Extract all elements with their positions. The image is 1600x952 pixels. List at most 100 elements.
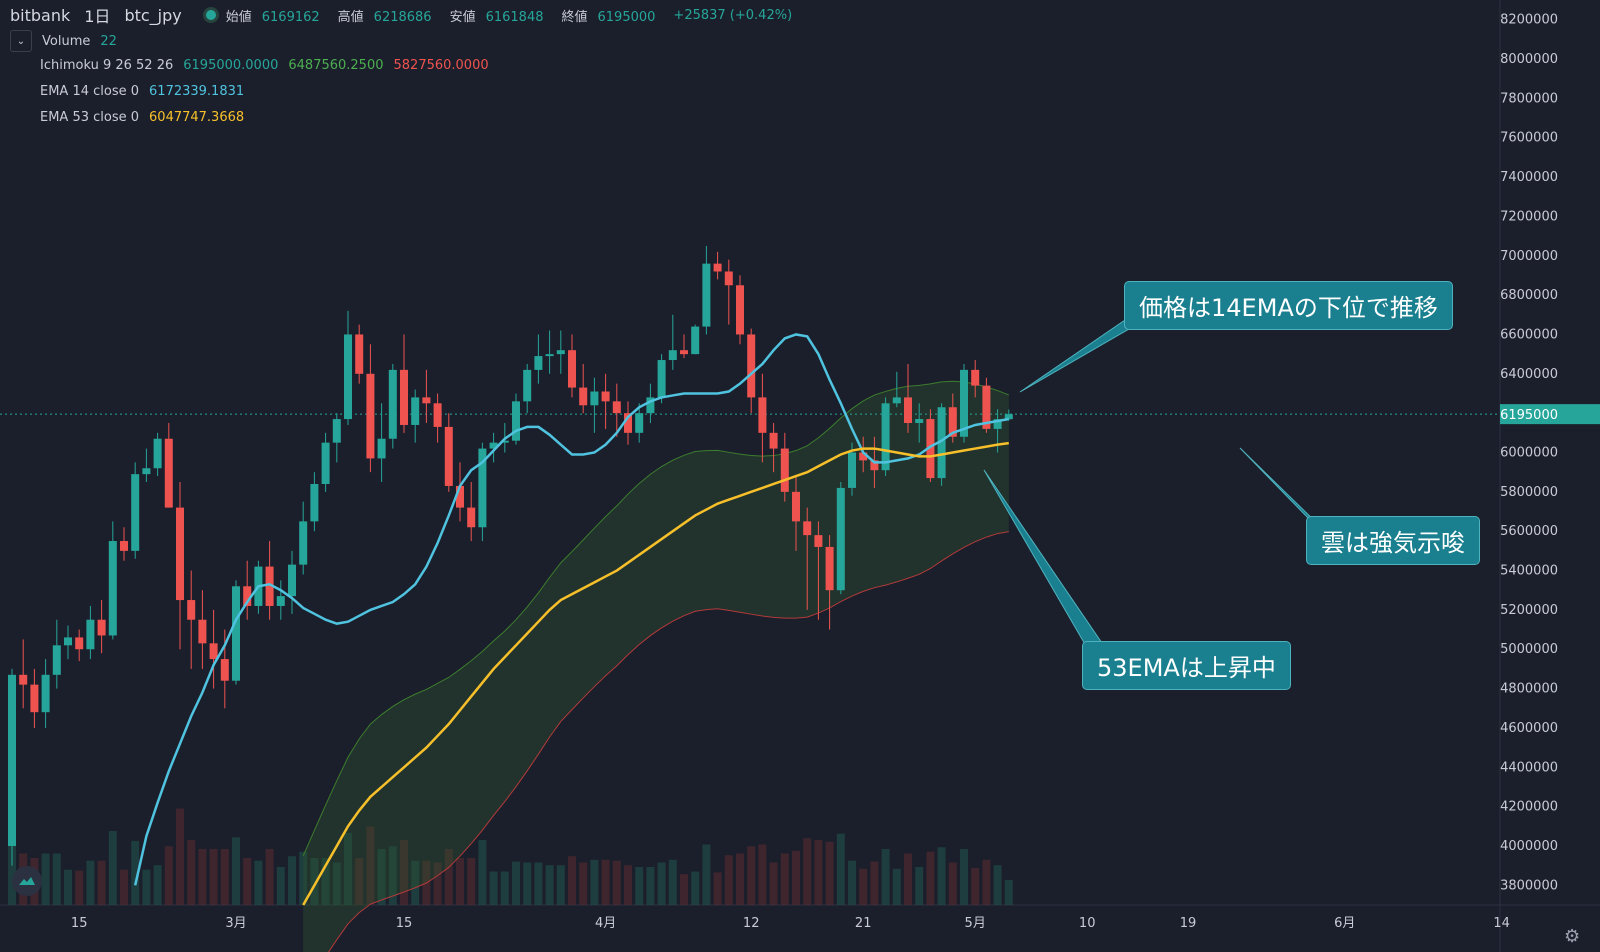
candle-down bbox=[713, 263, 722, 272]
candle-up bbox=[131, 474, 140, 551]
y-tick-label: 8000000 bbox=[1500, 52, 1558, 67]
volume-bar bbox=[836, 833, 845, 905]
volume-bar bbox=[1004, 879, 1013, 905]
x-tick-label: 21 bbox=[855, 916, 872, 931]
ema53-value: 6047747.3668 bbox=[149, 110, 245, 125]
ema53-line bbox=[302, 441, 1009, 906]
volume-bar bbox=[97, 860, 106, 905]
candle-up bbox=[523, 369, 532, 402]
volume-bar bbox=[299, 851, 308, 905]
last-price-label: 6195000 bbox=[1500, 408, 1558, 423]
y-tick-label: 4600000 bbox=[1500, 721, 1558, 736]
candle-down bbox=[982, 385, 991, 429]
candle-up bbox=[668, 350, 677, 361]
y-tick-label: 7600000 bbox=[1500, 131, 1558, 146]
ohlc-open: 始値 6169162 bbox=[225, 9, 320, 25]
candle-down bbox=[97, 619, 106, 636]
tradingview-logo-icon[interactable] bbox=[12, 866, 42, 896]
candle-up bbox=[657, 360, 666, 398]
candle-down bbox=[792, 491, 800, 522]
volume-bar bbox=[825, 841, 834, 905]
volume-bar bbox=[736, 853, 744, 905]
candle-up bbox=[534, 356, 543, 370]
candle-down bbox=[814, 535, 823, 547]
volume-bar bbox=[713, 872, 722, 905]
candle-down bbox=[164, 438, 173, 508]
volume-bar bbox=[993, 865, 1002, 905]
candle-up bbox=[276, 596, 285, 606]
ichimoku-cloud bbox=[303, 381, 1009, 952]
volume-bar bbox=[915, 867, 924, 905]
ichimoku-legend[interactable]: Ichimoku 9 26 52 26 6195000.0000 6487560… bbox=[40, 58, 499, 73]
ema53-legend[interactable]: EMA 53 close 0 6047747.3668 bbox=[40, 110, 254, 125]
volume-legend[interactable]: ⌄ Volume 22 bbox=[10, 30, 127, 52]
volume-bar bbox=[926, 851, 935, 905]
volume-bar bbox=[635, 867, 644, 905]
exchange-name[interactable]: bitbank bbox=[10, 5, 71, 25]
volume-bar bbox=[848, 860, 856, 905]
interval-label[interactable]: 1日 bbox=[84, 7, 111, 26]
volume-bar bbox=[187, 840, 196, 905]
volume-bar bbox=[803, 838, 812, 905]
volume-bar bbox=[556, 865, 565, 905]
ema14-legend[interactable]: EMA 14 close 0 6172339.1831 bbox=[40, 84, 254, 99]
volume-bar bbox=[579, 862, 588, 905]
candle-up bbox=[881, 403, 890, 471]
candle-down bbox=[736, 285, 744, 335]
x-tick-label: 6月 bbox=[1334, 916, 1355, 931]
candle-down bbox=[870, 460, 879, 471]
candle-down bbox=[904, 397, 912, 423]
candle-down bbox=[926, 419, 935, 479]
candle-down bbox=[579, 387, 588, 406]
chevron-down-icon[interactable]: ⌄ bbox=[10, 30, 32, 52]
candle-up bbox=[1004, 414, 1013, 420]
candle-up bbox=[153, 438, 162, 469]
candle-down bbox=[456, 485, 464, 508]
volume-bar bbox=[724, 855, 733, 905]
x-tick-label: 12 bbox=[743, 916, 760, 931]
volume-bar bbox=[220, 849, 229, 905]
ichimoku-span-a bbox=[302, 380, 1009, 857]
volume-bar bbox=[523, 862, 532, 905]
candle-down bbox=[75, 637, 84, 650]
volume-bar bbox=[512, 861, 520, 905]
candle-down bbox=[803, 521, 812, 536]
candle-up bbox=[332, 419, 341, 443]
candle-down bbox=[243, 586, 252, 606]
candle-up bbox=[489, 442, 498, 449]
candle-down bbox=[568, 350, 576, 388]
volume-bar bbox=[232, 837, 240, 905]
candle-down bbox=[780, 448, 789, 492]
candle-up bbox=[478, 448, 487, 528]
volume-bar bbox=[108, 831, 117, 905]
volume-bar bbox=[388, 846, 397, 905]
ichimoku-span-b bbox=[328, 531, 1009, 952]
symbol-name[interactable]: btc_jpy bbox=[124, 5, 182, 25]
y-tick-label: 4800000 bbox=[1500, 682, 1558, 697]
volume-bar bbox=[276, 867, 285, 905]
y-tick-label: 7800000 bbox=[1500, 91, 1558, 106]
volume-bar bbox=[254, 860, 263, 905]
candle-down bbox=[971, 369, 980, 386]
volume-value: 22 bbox=[100, 33, 117, 49]
gear-icon[interactable]: ⚙ bbox=[1564, 926, 1581, 947]
candle-up bbox=[848, 452, 856, 488]
y-tick-label: 3800000 bbox=[1500, 878, 1558, 893]
candle-up bbox=[8, 674, 16, 846]
candle-down bbox=[422, 397, 431, 404]
volume-bar bbox=[545, 865, 554, 905]
candle-up bbox=[937, 407, 946, 479]
candle-up bbox=[41, 674, 50, 713]
candle-up bbox=[310, 483, 319, 522]
y-tick-label: 4400000 bbox=[1500, 760, 1558, 775]
candle-down bbox=[612, 401, 621, 414]
candle-up bbox=[892, 397, 901, 404]
ema14-line bbox=[133, 333, 1010, 886]
candle-down bbox=[601, 391, 610, 402]
volume-label: Volume bbox=[42, 33, 91, 49]
volume-bar bbox=[904, 853, 912, 905]
volume-bar bbox=[377, 849, 386, 905]
volume-bar bbox=[64, 869, 72, 905]
